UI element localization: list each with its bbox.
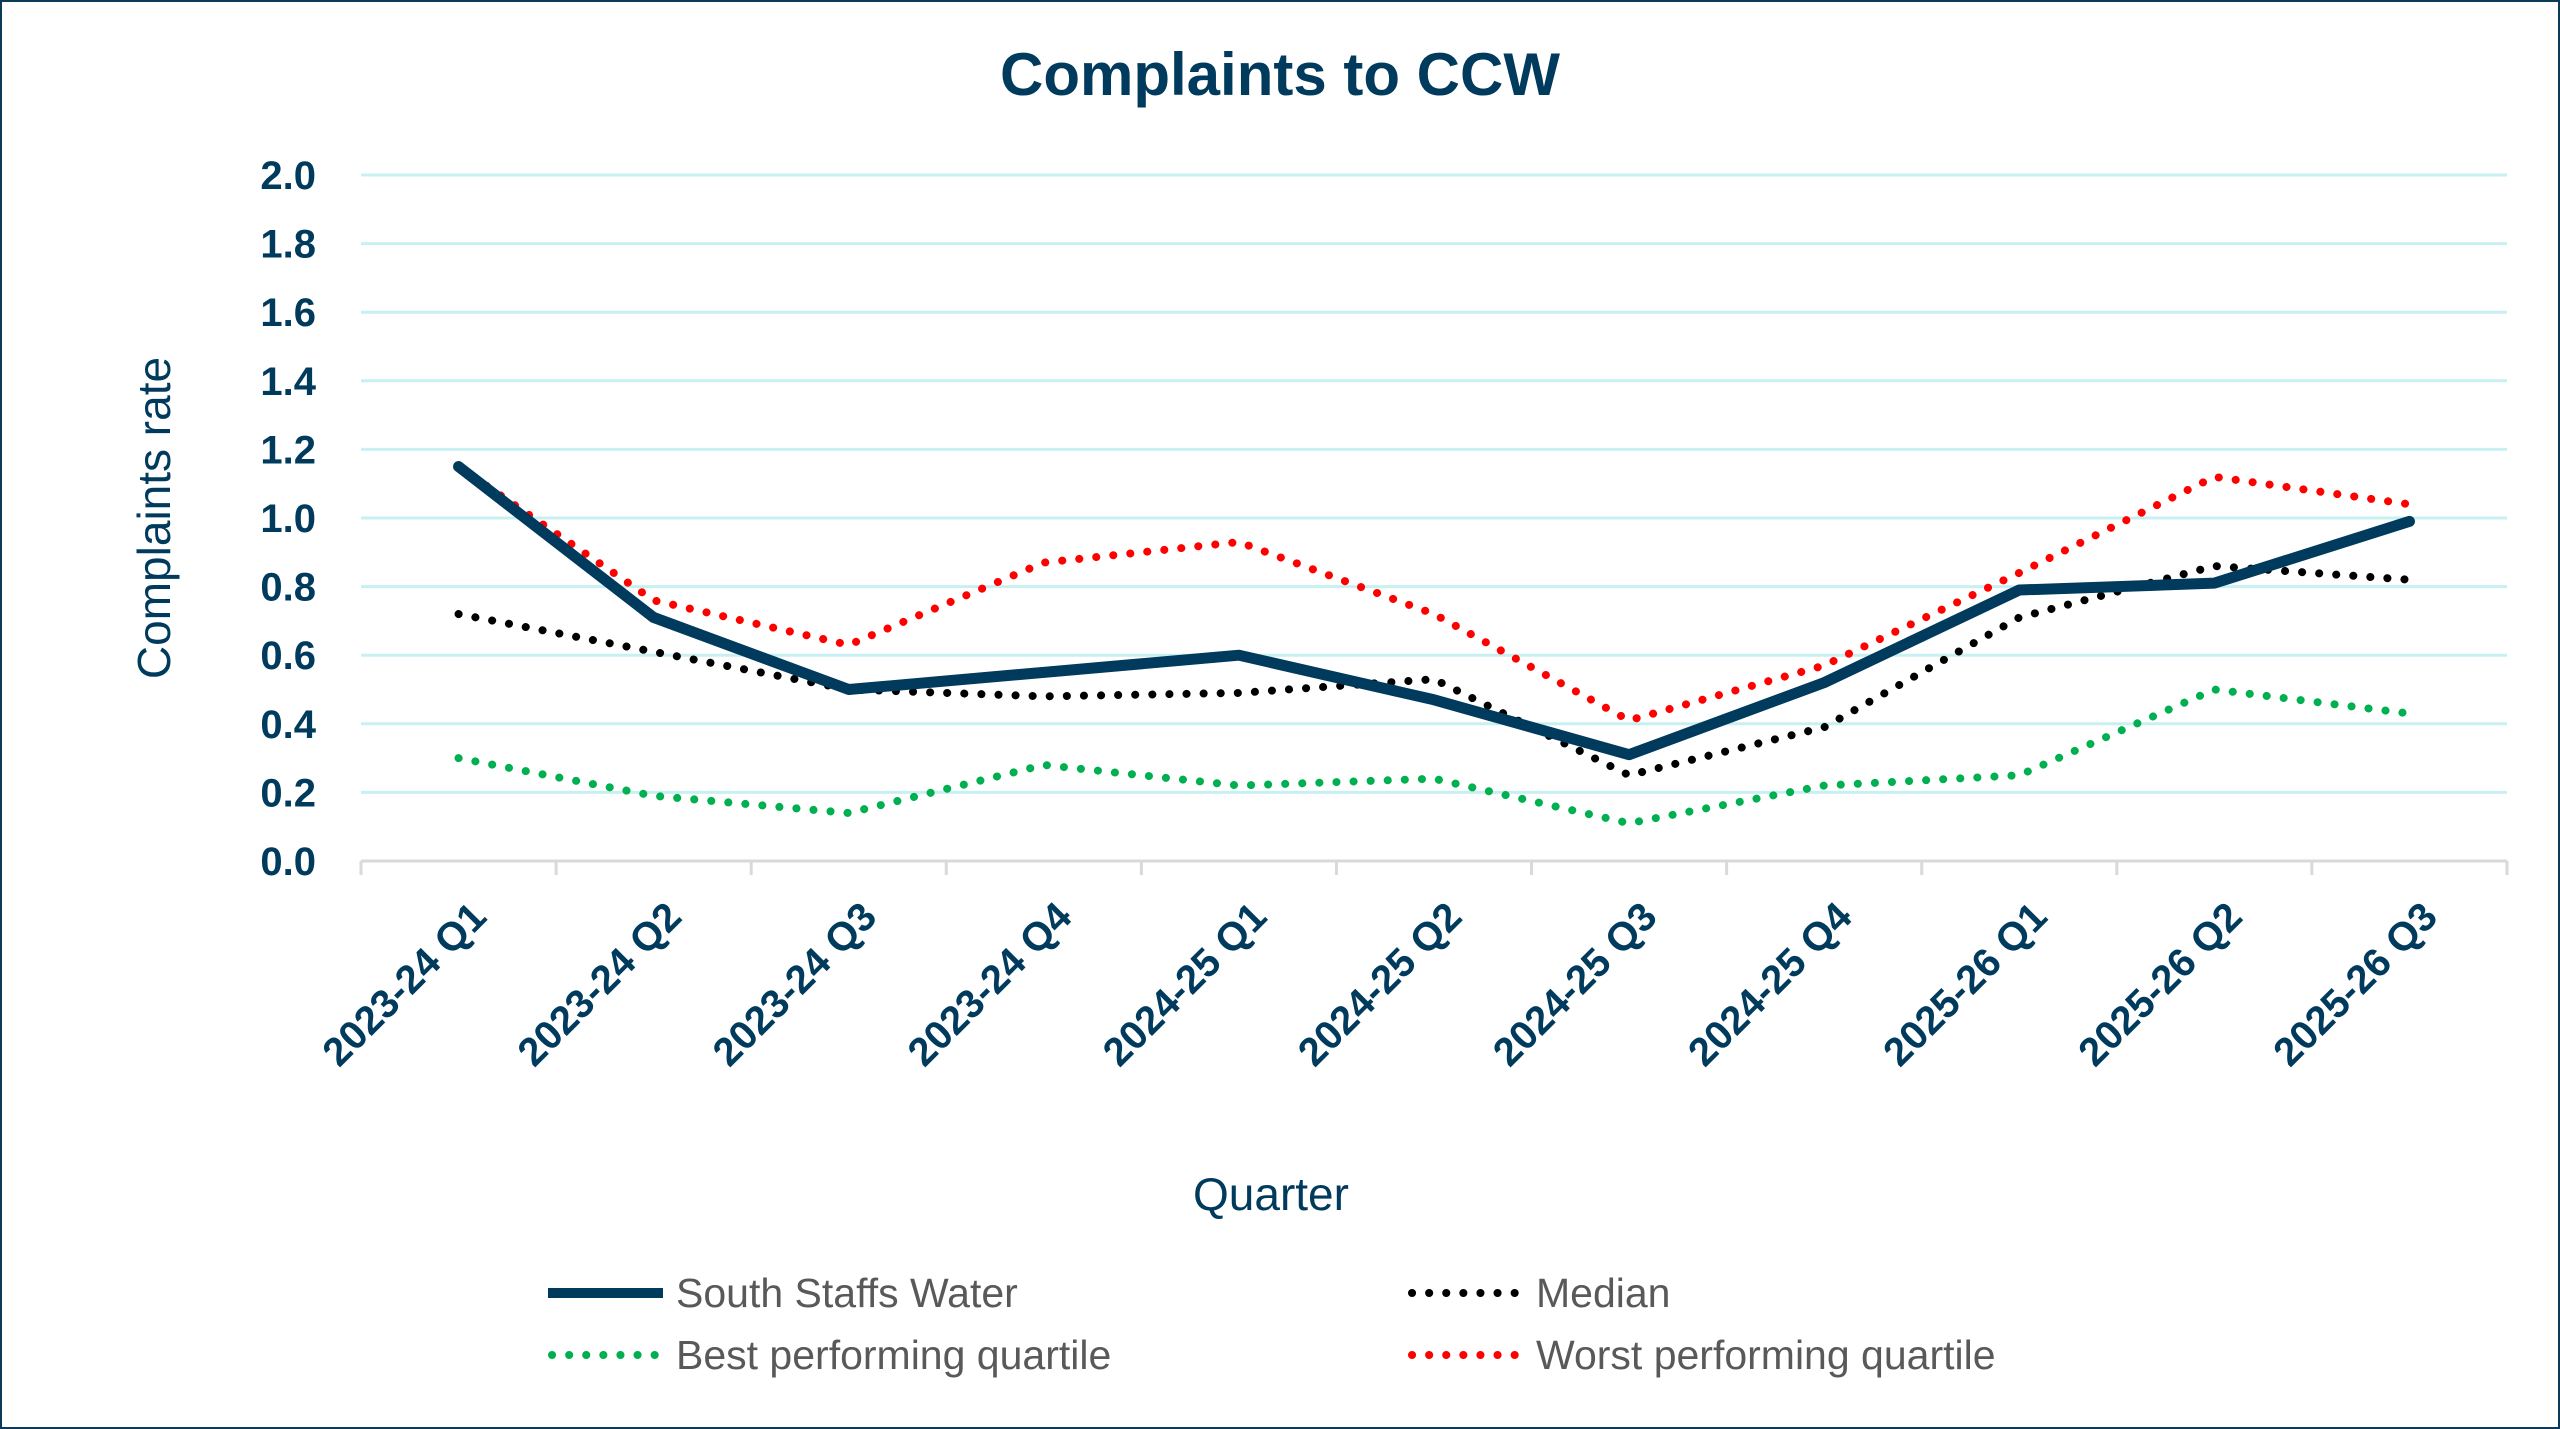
- x-axis-label: Quarter: [1193, 1168, 1349, 1220]
- legend-item: Worst performing quartile: [1408, 1332, 1996, 1378]
- x-tick-label: 2024-25 Q1: [1095, 894, 1276, 1075]
- series-group: [453, 461, 2415, 828]
- y-tick-label: 1.2: [260, 428, 316, 472]
- x-tick-label: 2025-26 Q3: [2265, 894, 2446, 1075]
- legend-item: South Staffs Water: [548, 1270, 1018, 1316]
- gridlines: [359, 173, 2509, 875]
- y-tick-label: 2.0: [260, 154, 316, 198]
- x-tick-label: 2025-26 Q2: [2070, 894, 2251, 1075]
- y-tick-label: 0.4: [260, 703, 316, 747]
- legend-label: Worst performing quartile: [1536, 1332, 1996, 1378]
- y-tick-label: 1.8: [260, 223, 316, 267]
- legend-item: Best performing quartile: [548, 1332, 1111, 1378]
- series-line-south-staffs-water: [453, 461, 2415, 761]
- x-tick-label: 2024-25 Q3: [1485, 894, 1666, 1075]
- chart-title: Complaints to CCW: [1000, 41, 1560, 108]
- x-tick-label: 2024-25 Q2: [1290, 894, 1471, 1075]
- y-tick-label: 0.0: [260, 840, 316, 884]
- x-tick-label: 2025-26 Q1: [1875, 894, 2056, 1075]
- legend-label: Best performing quartile: [676, 1332, 1111, 1378]
- x-tick-label: 2023-24 Q2: [509, 894, 690, 1075]
- legend: South Staffs Water Median Best performing …: [548, 1270, 1996, 1378]
- x-axis-ticks: 2023-24 Q1 2023-24 Q2 2023-24 Q3 2023-24 Q4…: [314, 894, 2445, 1075]
- y-tick-label: 1.6: [260, 291, 316, 335]
- y-tick-label: 0.6: [260, 634, 316, 678]
- y-tick-label: 0.2: [260, 771, 316, 815]
- x-tick-label: 2023-24 Q3: [705, 894, 886, 1075]
- y-axis-ticks: 0.0 0.2 0.4 0.6 0.8 1.0 1.2 1.4 1.6 1.8 2.0: [260, 154, 316, 884]
- series-line-median: [454, 562, 2414, 780]
- y-tick-label: 1.0: [260, 497, 316, 541]
- legend-label: Median: [1536, 1270, 1670, 1316]
- legend-item: Median: [1408, 1270, 1670, 1316]
- x-tick-label: 2023-24 Q4: [900, 894, 1081, 1075]
- y-tick-label: 0.8: [260, 566, 316, 610]
- y-axis-label: Complaints rate: [128, 357, 180, 679]
- y-tick-label: 1.4: [260, 360, 316, 404]
- x-tick-label: 2023-24 Q1: [314, 894, 495, 1075]
- legend-label: South Staffs Water: [676, 1270, 1018, 1316]
- x-tick-label: 2024-25 Q4: [1680, 894, 1861, 1075]
- series-line-best-performing-quartile: [454, 685, 2414, 828]
